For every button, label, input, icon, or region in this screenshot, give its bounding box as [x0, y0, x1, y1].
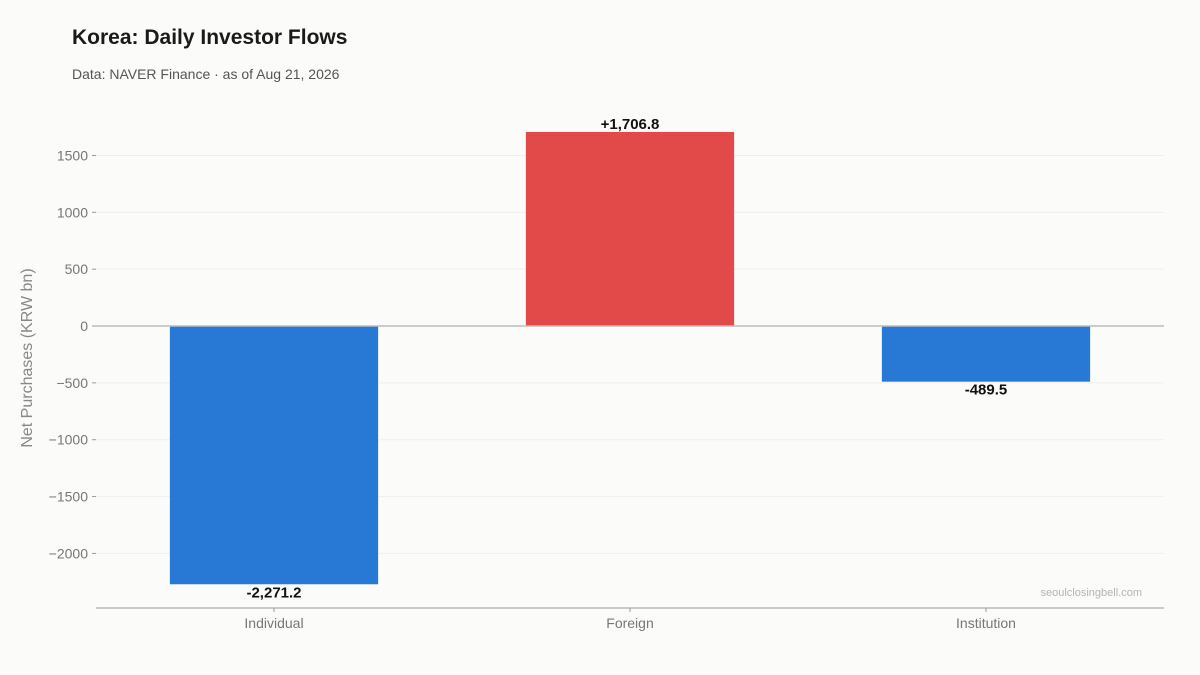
axes: 1500 1000 500 0 −500 −1000 −1500 −2000 Individua…: [49, 147, 1164, 631]
x-tick-label: Institution: [956, 615, 1016, 631]
y-axis-label: Net Purchases (KRW bn): [19, 268, 36, 447]
y-tick-label: −1000: [49, 432, 89, 448]
y-tick-label: −1500: [49, 489, 89, 505]
y-tick-label: 500: [65, 261, 89, 277]
value-label-foreign: +1,706.8: [601, 116, 660, 133]
y-tick-label: 1000: [57, 204, 88, 220]
chart-subtitle: Data: NAVER Finance · as of Aug 21, 2026: [72, 66, 340, 82]
x-tick-label: Individual: [244, 615, 303, 631]
bar-individual: [169, 326, 379, 585]
bar-foreign: [525, 131, 735, 327]
value-labels: -2,271.2 +1,706.8 -489.5: [246, 116, 1007, 601]
value-label-institution: -489.5: [965, 382, 1008, 399]
x-tick-label: Foreign: [606, 615, 653, 631]
bars: [169, 131, 1091, 585]
bar-institution: [881, 326, 1091, 382]
y-tick-label: 1500: [57, 147, 88, 163]
chart-title: Korea: Daily Investor Flows: [72, 26, 348, 49]
y-tick-label: 0: [80, 318, 88, 334]
y-tick-label: −2000: [49, 545, 89, 561]
y-tick-label: −500: [56, 375, 88, 391]
watermark-text: seoulclosingbell.com: [1041, 587, 1143, 599]
value-label-individual: -2,271.2: [246, 584, 301, 601]
